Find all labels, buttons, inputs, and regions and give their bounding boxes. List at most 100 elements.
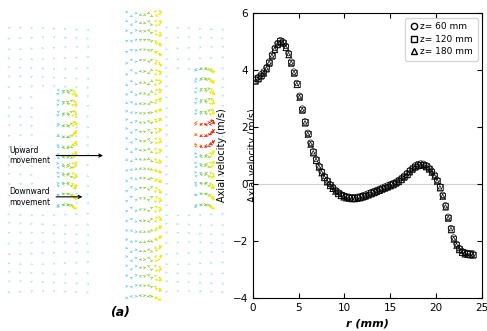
- Point: [373, 189, 380, 195]
- Point: [362, 192, 370, 197]
- Point: [422, 163, 430, 168]
- Point: [370, 189, 378, 195]
- Point: [356, 195, 364, 200]
- Point: [318, 168, 325, 174]
- Point: [450, 235, 458, 240]
- Point: [257, 72, 265, 77]
- Point: [433, 178, 441, 183]
- Point: [337, 191, 345, 197]
- Point: [439, 193, 447, 198]
- Point: [387, 182, 394, 188]
- Point: [309, 150, 317, 155]
- Point: [342, 196, 350, 201]
- Point: [447, 225, 455, 231]
- Point: [301, 119, 309, 125]
- Point: [304, 130, 312, 135]
- Point: [389, 182, 397, 188]
- Point: [364, 193, 372, 198]
- Point: [461, 250, 468, 255]
- Text: Axial velocity (m/s): Axial velocity (m/s): [248, 109, 258, 203]
- Point: [323, 178, 331, 184]
- Point: [458, 248, 466, 254]
- Point: [442, 203, 450, 208]
- Point: [375, 187, 383, 192]
- Point: [354, 194, 361, 200]
- Text: Downward
movement: Downward movement: [9, 187, 81, 207]
- Point: [442, 204, 450, 209]
- Point: [290, 71, 298, 76]
- Point: [351, 195, 358, 200]
- Point: [389, 181, 397, 187]
- Point: [299, 106, 306, 111]
- Point: [455, 246, 463, 252]
- Point: [373, 187, 380, 193]
- Point: [442, 205, 450, 210]
- Point: [411, 165, 419, 170]
- Point: [348, 195, 356, 201]
- Point: [312, 156, 320, 162]
- Point: [348, 197, 356, 202]
- Point: [447, 226, 455, 232]
- Point: [320, 174, 328, 179]
- Point: [414, 162, 422, 167]
- Point: [444, 216, 452, 221]
- Point: [304, 131, 312, 136]
- Point: [381, 185, 389, 190]
- Point: [400, 173, 408, 178]
- Point: [452, 241, 460, 247]
- Point: [274, 41, 281, 47]
- Point: [271, 45, 279, 51]
- Point: [406, 168, 413, 173]
- Point: [282, 45, 290, 51]
- Point: [279, 39, 287, 44]
- Point: [309, 151, 317, 156]
- Point: [315, 165, 323, 170]
- Point: [251, 76, 259, 81]
- Point: [331, 188, 339, 193]
- Point: [265, 60, 273, 65]
- Point: [444, 215, 452, 220]
- Point: [345, 196, 353, 202]
- Point: [337, 192, 345, 198]
- Point: [409, 166, 416, 171]
- Point: [464, 250, 471, 256]
- Point: [254, 77, 262, 82]
- Point: [397, 177, 405, 183]
- Point: [282, 43, 290, 49]
- Point: [260, 69, 267, 74]
- Point: [392, 181, 400, 186]
- Point: [466, 251, 474, 256]
- Point: [395, 178, 403, 184]
- Point: [422, 165, 430, 170]
- Point: [375, 188, 383, 194]
- Point: [312, 157, 320, 163]
- Point: [403, 170, 411, 176]
- Point: [287, 59, 295, 64]
- Point: [282, 44, 290, 49]
- Point: [334, 190, 342, 196]
- Point: [296, 93, 303, 98]
- Point: [293, 82, 300, 88]
- Point: [464, 252, 471, 258]
- Point: [395, 177, 403, 183]
- Point: [431, 172, 438, 177]
- Point: [469, 252, 477, 257]
- Point: [284, 52, 292, 58]
- Point: [384, 184, 392, 189]
- Point: [326, 181, 334, 187]
- Point: [329, 185, 337, 190]
- Point: [254, 75, 262, 81]
- Point: [342, 194, 350, 199]
- Point: [307, 142, 315, 147]
- Point: [293, 80, 300, 86]
- Point: [337, 193, 345, 199]
- Point: [362, 193, 370, 198]
- Point: [359, 193, 367, 198]
- Point: [260, 71, 267, 76]
- Point: [265, 59, 273, 64]
- Point: [455, 248, 463, 253]
- Point: [425, 167, 433, 172]
- Point: [307, 140, 315, 145]
- Point: [425, 165, 433, 170]
- Point: [268, 53, 276, 58]
